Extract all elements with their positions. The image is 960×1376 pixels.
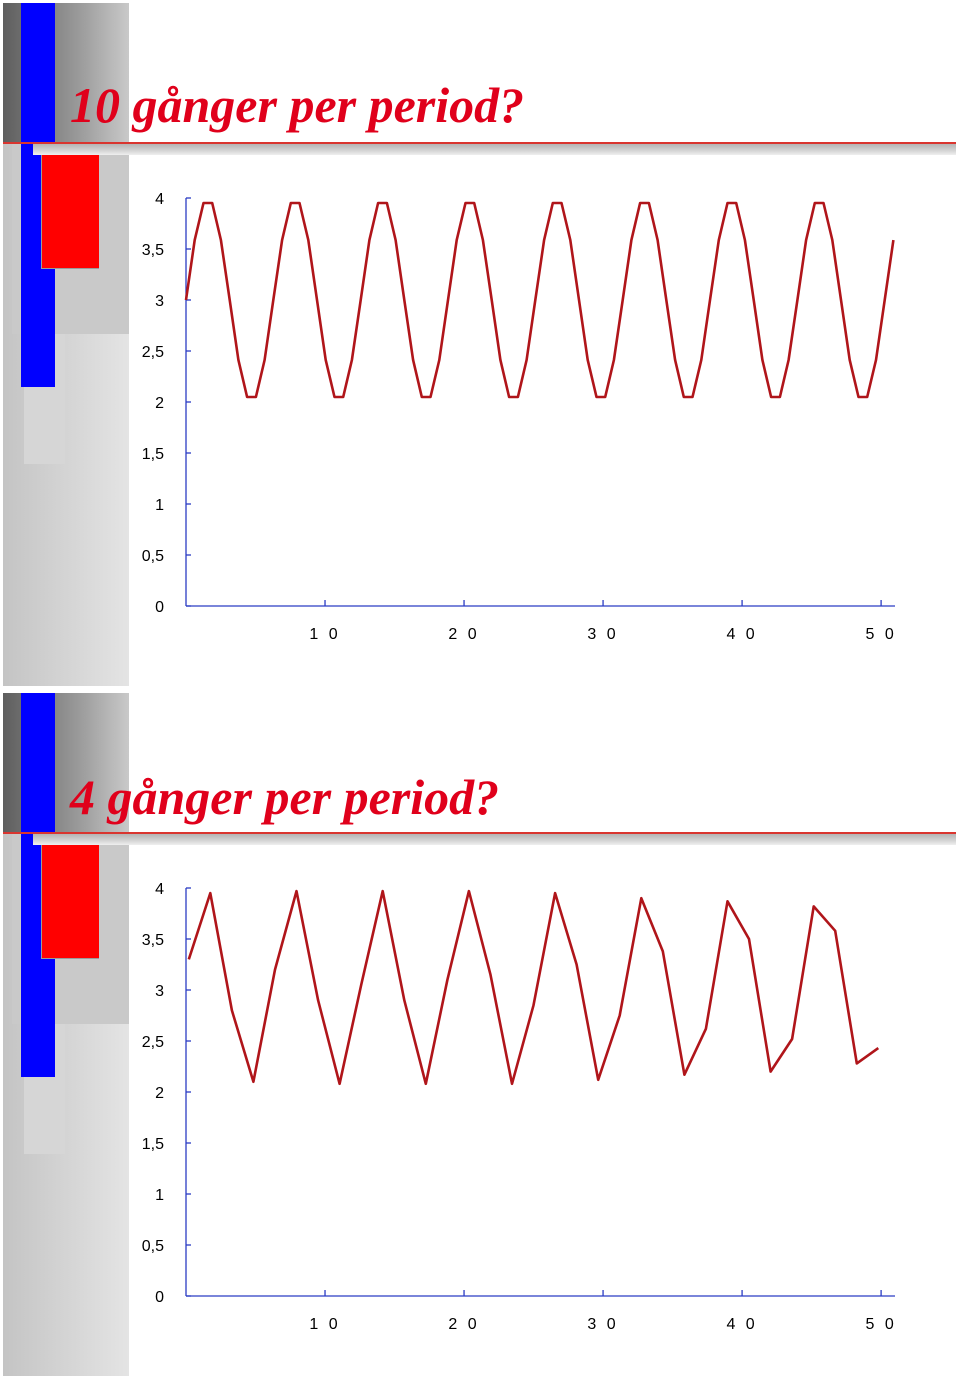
y-tick-label: 1,5: [142, 1136, 164, 1153]
y-tick-label: 4: [155, 881, 164, 898]
x-tick-label: 1 0: [309, 626, 340, 643]
y-tick-label: 3: [155, 983, 164, 1000]
title-shadow-band: [33, 144, 956, 155]
y-tick-label: 3,5: [142, 242, 164, 259]
y-tick-label: 0,5: [142, 1238, 164, 1255]
slide-title: 4 gånger per period?: [70, 769, 500, 825]
x-tick-label: 3 0: [587, 1316, 618, 1333]
x-tick-label: 4 0: [726, 1316, 757, 1333]
y-tick-label: 0: [155, 1289, 164, 1306]
y-tick-label: 1,5: [142, 446, 164, 463]
title-shadow-band: [33, 834, 956, 845]
x-tick-label: 2 0: [448, 626, 479, 643]
y-tick-label: 3: [155, 293, 164, 310]
y-tick-label: 0: [155, 599, 164, 616]
y-tick-label: 2,5: [142, 344, 164, 361]
x-tick-label: 1 0: [309, 1316, 340, 1333]
red-square: [41, 845, 99, 959]
x-tick-label: 3 0: [587, 626, 618, 643]
y-tick-label: 2: [155, 1085, 164, 1102]
slide-title: 10 gånger per period?: [70, 77, 525, 133]
y-tick-label: 1: [155, 497, 164, 514]
red-square: [41, 155, 99, 269]
x-tick-label: 5 0: [865, 1316, 896, 1333]
title-underline: [3, 832, 956, 834]
y-tick-label: 2: [155, 395, 164, 412]
x-tick-label: 2 0: [448, 1316, 479, 1333]
y-tick-label: 2,5: [142, 1034, 164, 1051]
y-tick-label: 0,5: [142, 548, 164, 565]
series-line: [187, 889, 880, 1086]
y-tick-label: 1: [155, 1187, 164, 1204]
x-tick-label: 5 0: [865, 626, 896, 643]
line-chart: 0 0,5 1 1,5 2 2,5 3 3,5 4 1 0 2 0 3 0 4 0 5 0: [142, 191, 896, 643]
slide-1: 10 gånger per period? 0 0,5 1 1,5 2 2,5 3 3,5 4 1…: [0, 0, 960, 686]
slide-2: 4 gånger per period? 0 0,5 1 1,5 2 2,5 3 3,5 4 1 …: [0, 690, 960, 1376]
y-tick-label: 4: [155, 191, 164, 208]
series-line: [184, 201, 895, 399]
x-tick-label: 4 0: [726, 626, 757, 643]
line-chart: 0 0,5 1 1,5 2 2,5 3 3,5 4 1 0 2 0 3 0 4 0 5 0: [142, 881, 896, 1333]
title-underline: [3, 142, 956, 144]
y-tick-label: 3,5: [142, 932, 164, 949]
